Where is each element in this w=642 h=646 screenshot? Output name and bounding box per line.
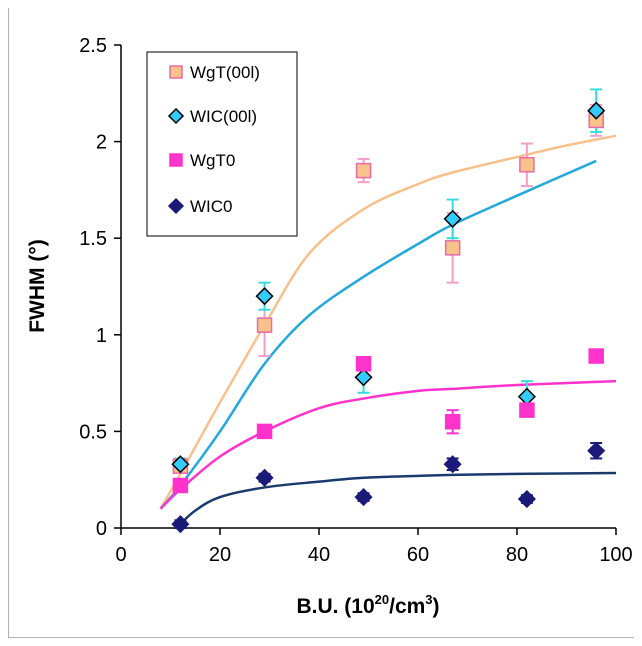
fit-curves [159,134,617,526]
y-tick-label: 2.5 [79,35,107,57]
data-point [444,413,461,430]
legend-label: WIC(00l) [190,107,257,126]
data-point [588,348,604,364]
legend-label: WIC0 [190,197,233,216]
x-tick-label: 60 [407,544,429,566]
x-tick-label: 40 [308,544,330,566]
data-point [517,489,536,509]
data-point [355,162,372,179]
data-point [256,423,273,440]
data-point [354,488,373,507]
legend: WgT(00l) WIC(00l) WgT0 WIC0 [146,51,298,237]
data-point [443,455,462,474]
legend-label: WgT0 [190,151,235,170]
data-points [171,101,606,534]
legend-marker [169,153,183,167]
data-point [517,387,536,406]
x-tick-label: 100 [599,544,632,566]
data-point [444,240,461,256]
y-tick-label: 1 [96,325,107,347]
x-tick-label: 80 [506,544,528,566]
data-point [354,368,373,387]
data-point [172,477,189,494]
data-point [171,515,190,534]
data-point [171,455,190,474]
data-point [443,209,462,228]
y-tick-label: 1.5 [79,228,107,250]
y-tick-label: 0 [96,518,107,540]
tick-labels: 0 20 40 60 80 100 0 0.5 1 1.5 2 2.5 [79,35,633,566]
fit-curve-0 [159,134,617,510]
chart-frame [8,8,634,638]
data-point [519,157,535,173]
legend-marker [167,107,185,125]
data-point [255,287,274,306]
x-tick-label: 0 [115,544,126,566]
y-axis-title: FWHM (°) [26,239,49,333]
data-point [255,468,274,487]
data-point [519,402,535,418]
data-point [587,441,606,460]
x-axis-title: B.U. (1020/cm3) [296,592,439,618]
y-tick-label: 2 [96,132,107,154]
legend-label: WgT(00l) [190,63,260,82]
fit-curve-3 [179,471,617,526]
data-point [587,101,606,120]
y-tick-label: 0.5 [79,421,107,443]
x-tick-label: 20 [209,544,231,566]
axes [114,44,617,535]
data-point [256,317,273,333]
fit-curve-1 [159,159,597,510]
legend-marker [167,197,185,215]
fit-curve-2 [159,379,617,510]
legend-marker [169,65,183,79]
data-point [355,356,372,372]
